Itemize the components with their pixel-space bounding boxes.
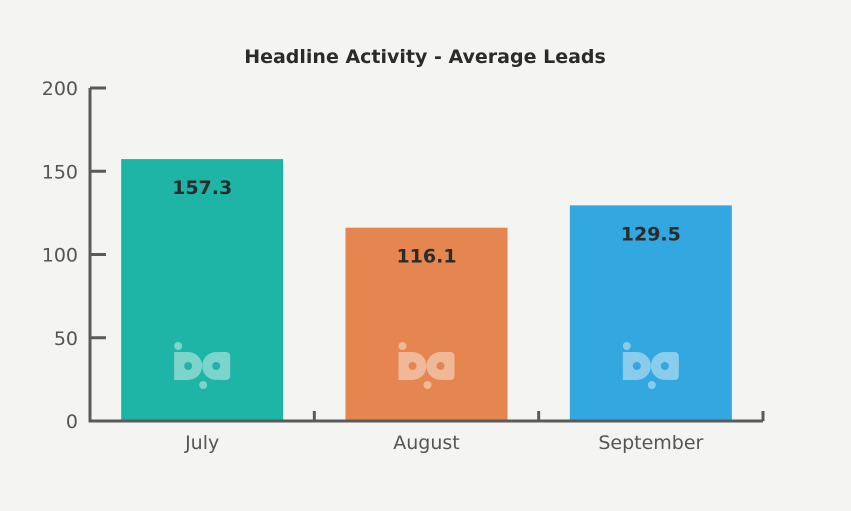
y-tick-label: 200 [42,78,78,100]
y-tick-label: 100 [42,245,78,267]
chart-title: Headline Activity - Average Leads [244,46,606,68]
bar-august [345,227,508,420]
y-tick-label: 50 [54,328,78,350]
bp-logo-icon [398,342,455,389]
data-label: 116.1 [396,246,456,268]
data-label: 129.5 [621,223,681,245]
data-label: 157.3 [172,177,232,199]
bar-september [569,205,732,420]
axes: 0 50 100 150 200 July August September [42,78,765,454]
bars: 157.3 116.1 129.5 [121,159,732,420]
bar-july [121,159,284,420]
y-tick-label: 0 [66,411,78,433]
y-tick-label: 150 [42,161,78,183]
bp-logo-icon [174,342,231,389]
x-tick-label: July [184,432,219,454]
bp-logo-icon [622,342,679,389]
x-tick-label: August [393,432,460,454]
x-tick-label: September [598,432,703,454]
